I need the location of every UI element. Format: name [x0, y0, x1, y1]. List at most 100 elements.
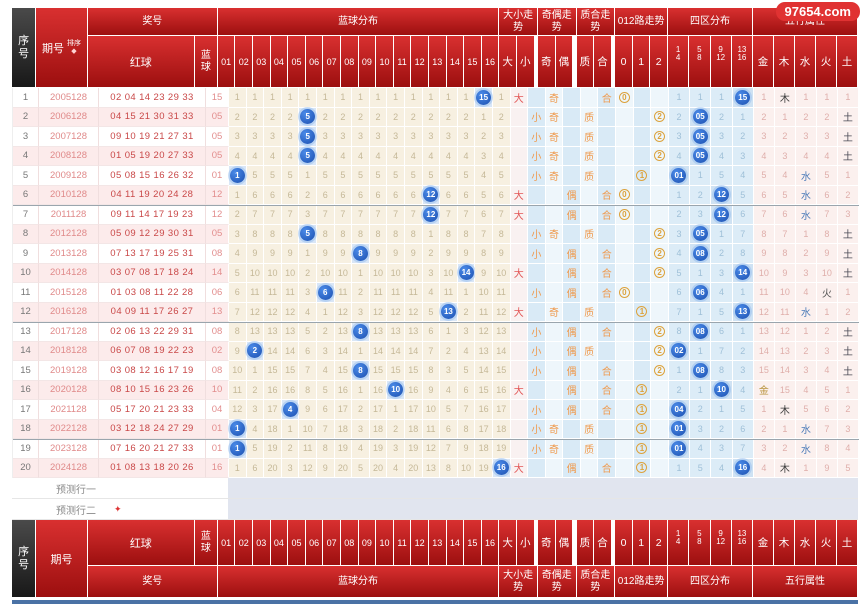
blue-ball: 16 [493, 460, 509, 476]
trend-mark: 合 [601, 366, 612, 378]
trend-mark: 合 [601, 327, 612, 339]
blue-dist-cell: 1 [246, 88, 265, 108]
trend-cell: 合 [598, 361, 617, 381]
header-prime-col-质: 质 [576, 520, 595, 566]
element-cell: 3 [837, 205, 859, 225]
blue-dist-cell: 19 [264, 439, 282, 459]
route-cell: 2 [651, 263, 669, 283]
bottom-scrollbar[interactable] [12, 600, 858, 604]
trend-mark: 小 [531, 327, 542, 339]
blue-dist-cell: 2 [422, 244, 441, 264]
zone-cell: 4 [690, 439, 712, 459]
trend-cell: 小 [528, 283, 546, 303]
header-ball-col-07: 07 [323, 520, 341, 566]
blue-ball: 1 [229, 167, 245, 183]
prediction-row-label[interactable]: 预测行一 [12, 478, 228, 498]
blue-dist-cell: 8 [440, 224, 458, 244]
element-cell: 1 [816, 88, 838, 108]
seq-cell: 3 [13, 127, 39, 147]
trend-cell: 合 [598, 263, 617, 283]
trend-cell [580, 185, 599, 205]
zone-cell: 6 [668, 283, 691, 303]
table-row: 9 2013128 07 13 17 19 25 31 08 4 9 9 9 1 9 9 8 9 9 9 2 9… [13, 244, 859, 264]
trend-cell: 大 [510, 302, 529, 322]
trend-cell [545, 283, 564, 303]
blue-dist-cell: 4 [229, 146, 247, 166]
blue-dist-cell: 1 [387, 400, 405, 420]
element-cell: 1 [837, 283, 859, 303]
blue-number-cell: 15 [206, 88, 229, 108]
header-route-col-2: 2 [650, 520, 669, 566]
issue-text: 期号 [41, 42, 64, 55]
blue-dist-cell: 5 [246, 166, 265, 186]
header-title-prize: 奖号 [87, 566, 218, 598]
trend-cell: 奇 [545, 224, 564, 244]
route-cell [651, 439, 669, 459]
route-cell: 1 [633, 302, 652, 322]
zone-cell: 6 [732, 419, 754, 439]
route-cell: 2 [651, 146, 669, 166]
route-circle: 1 [636, 403, 648, 415]
trend-cell: 大 [510, 88, 529, 108]
header-subrow-size: 大小 [499, 520, 538, 566]
blue-dist-cell: 10 [387, 263, 405, 283]
blue-number-cell: 04 [206, 400, 229, 420]
blue-dist-cell: 5 [492, 166, 511, 186]
blue-ball: 14 [458, 265, 474, 281]
header-ball-col-15: 15 [464, 36, 482, 88]
zone-cell: 4 [711, 146, 733, 166]
blue-dist-cell: 5 [334, 166, 353, 186]
blue-dist-cell: 11 [440, 283, 458, 303]
trend-cell [528, 205, 546, 225]
zone-cell: 1 [732, 322, 754, 342]
trend-mark: 合 [601, 288, 612, 300]
header-element-col-火: 火 [816, 36, 838, 88]
route-cell: 1 [633, 400, 652, 420]
header-title-zone: 四区分布 [668, 8, 754, 36]
header-red-ball-label: 红球 [87, 520, 195, 566]
route-cell [616, 302, 634, 322]
blue-dist-cell: 5 [475, 185, 493, 205]
blue-dist-cell: 7 [264, 205, 282, 225]
blue-dist-cell: 10 [281, 263, 300, 283]
header-group-blue-dist: 01 02 03 04 05 06 07 08 09 10 11 12 13 14 15 16 蓝球分布 [217, 520, 500, 598]
zone-cell: 2 [690, 185, 712, 205]
header-group-size: 大小大小走势 [499, 520, 538, 598]
zone-cell: 8 [668, 322, 691, 342]
blue-dist-cell: 5 [422, 302, 441, 322]
trend-mark: 偶 [566, 405, 577, 417]
header-ball-col-12: 12 [411, 36, 429, 88]
trend-mark: 小 [531, 249, 542, 261]
blue-dist-cell: 19 [492, 439, 511, 459]
blue-ball: 12 [713, 187, 729, 203]
blue-dist-cell: 14 [334, 341, 353, 361]
zone-cell: 15 [732, 88, 754, 108]
blue-dist-cell: 9 [457, 244, 476, 264]
header-ball-col-07: 07 [323, 36, 341, 88]
blue-ball: 13 [735, 304, 751, 320]
blue-dist-cell: 8 [246, 224, 265, 244]
prediction-row: 预测行一 [12, 478, 858, 499]
route-cell: 0 [616, 88, 634, 108]
trend-mark: 质 [584, 347, 595, 359]
blue-dist-cell: 1 [229, 439, 247, 459]
element-cell: 12 [753, 302, 775, 322]
blue-dist-cell: 8 [422, 361, 441, 381]
sort-control[interactable]: 排序 ◆ [67, 40, 81, 56]
trend-cell: 合 [598, 185, 617, 205]
header-element-col-水: 水 [795, 36, 817, 88]
prediction-row-label[interactable]: 预测行二 ✦ [12, 499, 228, 519]
seq-cell: 18 [13, 419, 39, 439]
header-ball-col-01: 01 [217, 520, 236, 566]
route-cell [651, 88, 669, 108]
trend-mark: 奇 [548, 113, 559, 125]
blue-dist-cell: 2 [299, 185, 317, 205]
blue-number-cell: 05 [206, 224, 229, 244]
element-cell: 5 [753, 166, 775, 186]
blue-dist-cell: 12 [281, 302, 300, 322]
blue-dist-cell: 8 [369, 224, 388, 244]
route-cell [616, 400, 634, 420]
blue-dist-cell: 8 [457, 224, 476, 244]
trend-cell [580, 283, 599, 303]
issue-cell: 2008128 [39, 146, 99, 166]
